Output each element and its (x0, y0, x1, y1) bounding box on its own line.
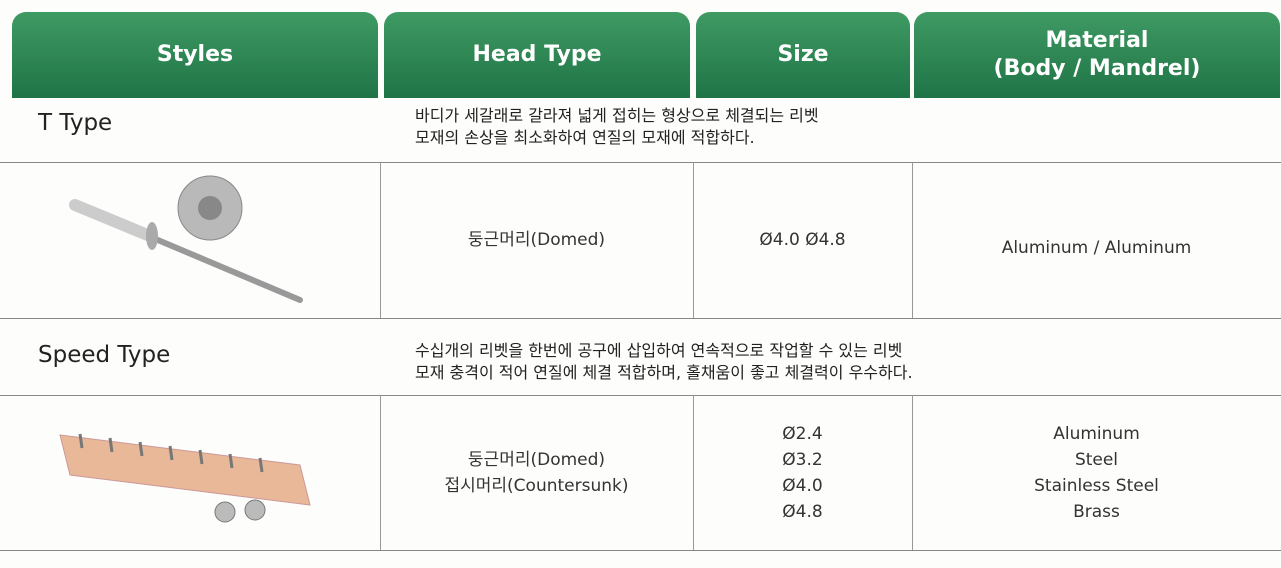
column-line (693, 162, 694, 318)
row-line (0, 550, 1281, 551)
header-text: Head Type (472, 42, 602, 67)
row-line (0, 395, 1281, 396)
size: Ø4.0 Ø4.8 (693, 162, 912, 318)
head-type-text: 둥근머리(Domed) (467, 449, 606, 470)
header-text: (Body / Mandrel) (993, 56, 1201, 81)
material-text: Aluminum (1053, 423, 1140, 444)
header-tab: Styles (12, 12, 378, 98)
material-text: Aluminum / Aluminum (1001, 238, 1192, 258)
material-text: Stainless Steel (1034, 475, 1159, 496)
description-line: 수십개의 리벳을 한번에 공구에 삽입하여 연속적으로 작업할 수 있는 리벳 (415, 341, 903, 360)
row-line (0, 162, 1281, 163)
head-type: 둥근머리(Domed) (380, 162, 693, 318)
material: Aluminum / Aluminum (912, 170, 1281, 326)
rivet-image (69, 175, 303, 303)
material-text: Steel (1074, 449, 1119, 470)
size-text: Ø4.8 (782, 501, 823, 522)
header-tab: Size (696, 12, 910, 98)
column-line (380, 162, 381, 318)
style-name: T Type (38, 110, 113, 136)
description-line: 바디가 세갈래로 갈라져 넓게 접히는 형상으로 체결되는 리벳 (415, 106, 819, 125)
size-text: Ø4.0 (782, 475, 823, 496)
row-line (0, 318, 1281, 319)
material: Aluminum Steel Stainless Steel Brass (912, 395, 1281, 550)
header-text: Size (777, 42, 829, 67)
column-line (912, 395, 913, 550)
description-line: 모재 충격이 적어 연질에 체결 적합하며, 홀채움이 좋고 체결력이 우수하다… (415, 363, 913, 382)
head-type-text: 접시머리(Countersunk) (444, 475, 629, 496)
head-type-text: 둥근머리(Domed) (467, 230, 606, 250)
header-text: Material (1045, 28, 1149, 53)
header-text: Styles (156, 42, 234, 67)
size-text: Ø4.0 Ø4.8 (759, 230, 846, 250)
head-type: 둥근머리(Domed) 접시머리(Countersunk) (380, 395, 693, 550)
column-line (693, 395, 694, 550)
header-tab: Material (Body / Mandrel) (914, 12, 1280, 98)
size-text: Ø3.2 (782, 449, 823, 470)
size: Ø2.4 Ø3.2 Ø4.0 Ø4.8 (693, 395, 912, 550)
header-tab: Head Type (384, 12, 690, 98)
rivet-image (59, 433, 311, 523)
style-name: Speed Type (38, 342, 171, 368)
material-text: Brass (1073, 501, 1120, 522)
description-line: 모재의 손상을 최소화하여 연질의 모재에 적합하다. (415, 128, 755, 147)
column-line (912, 162, 913, 318)
column-line (380, 395, 381, 550)
size-text: Ø2.4 (782, 423, 823, 444)
